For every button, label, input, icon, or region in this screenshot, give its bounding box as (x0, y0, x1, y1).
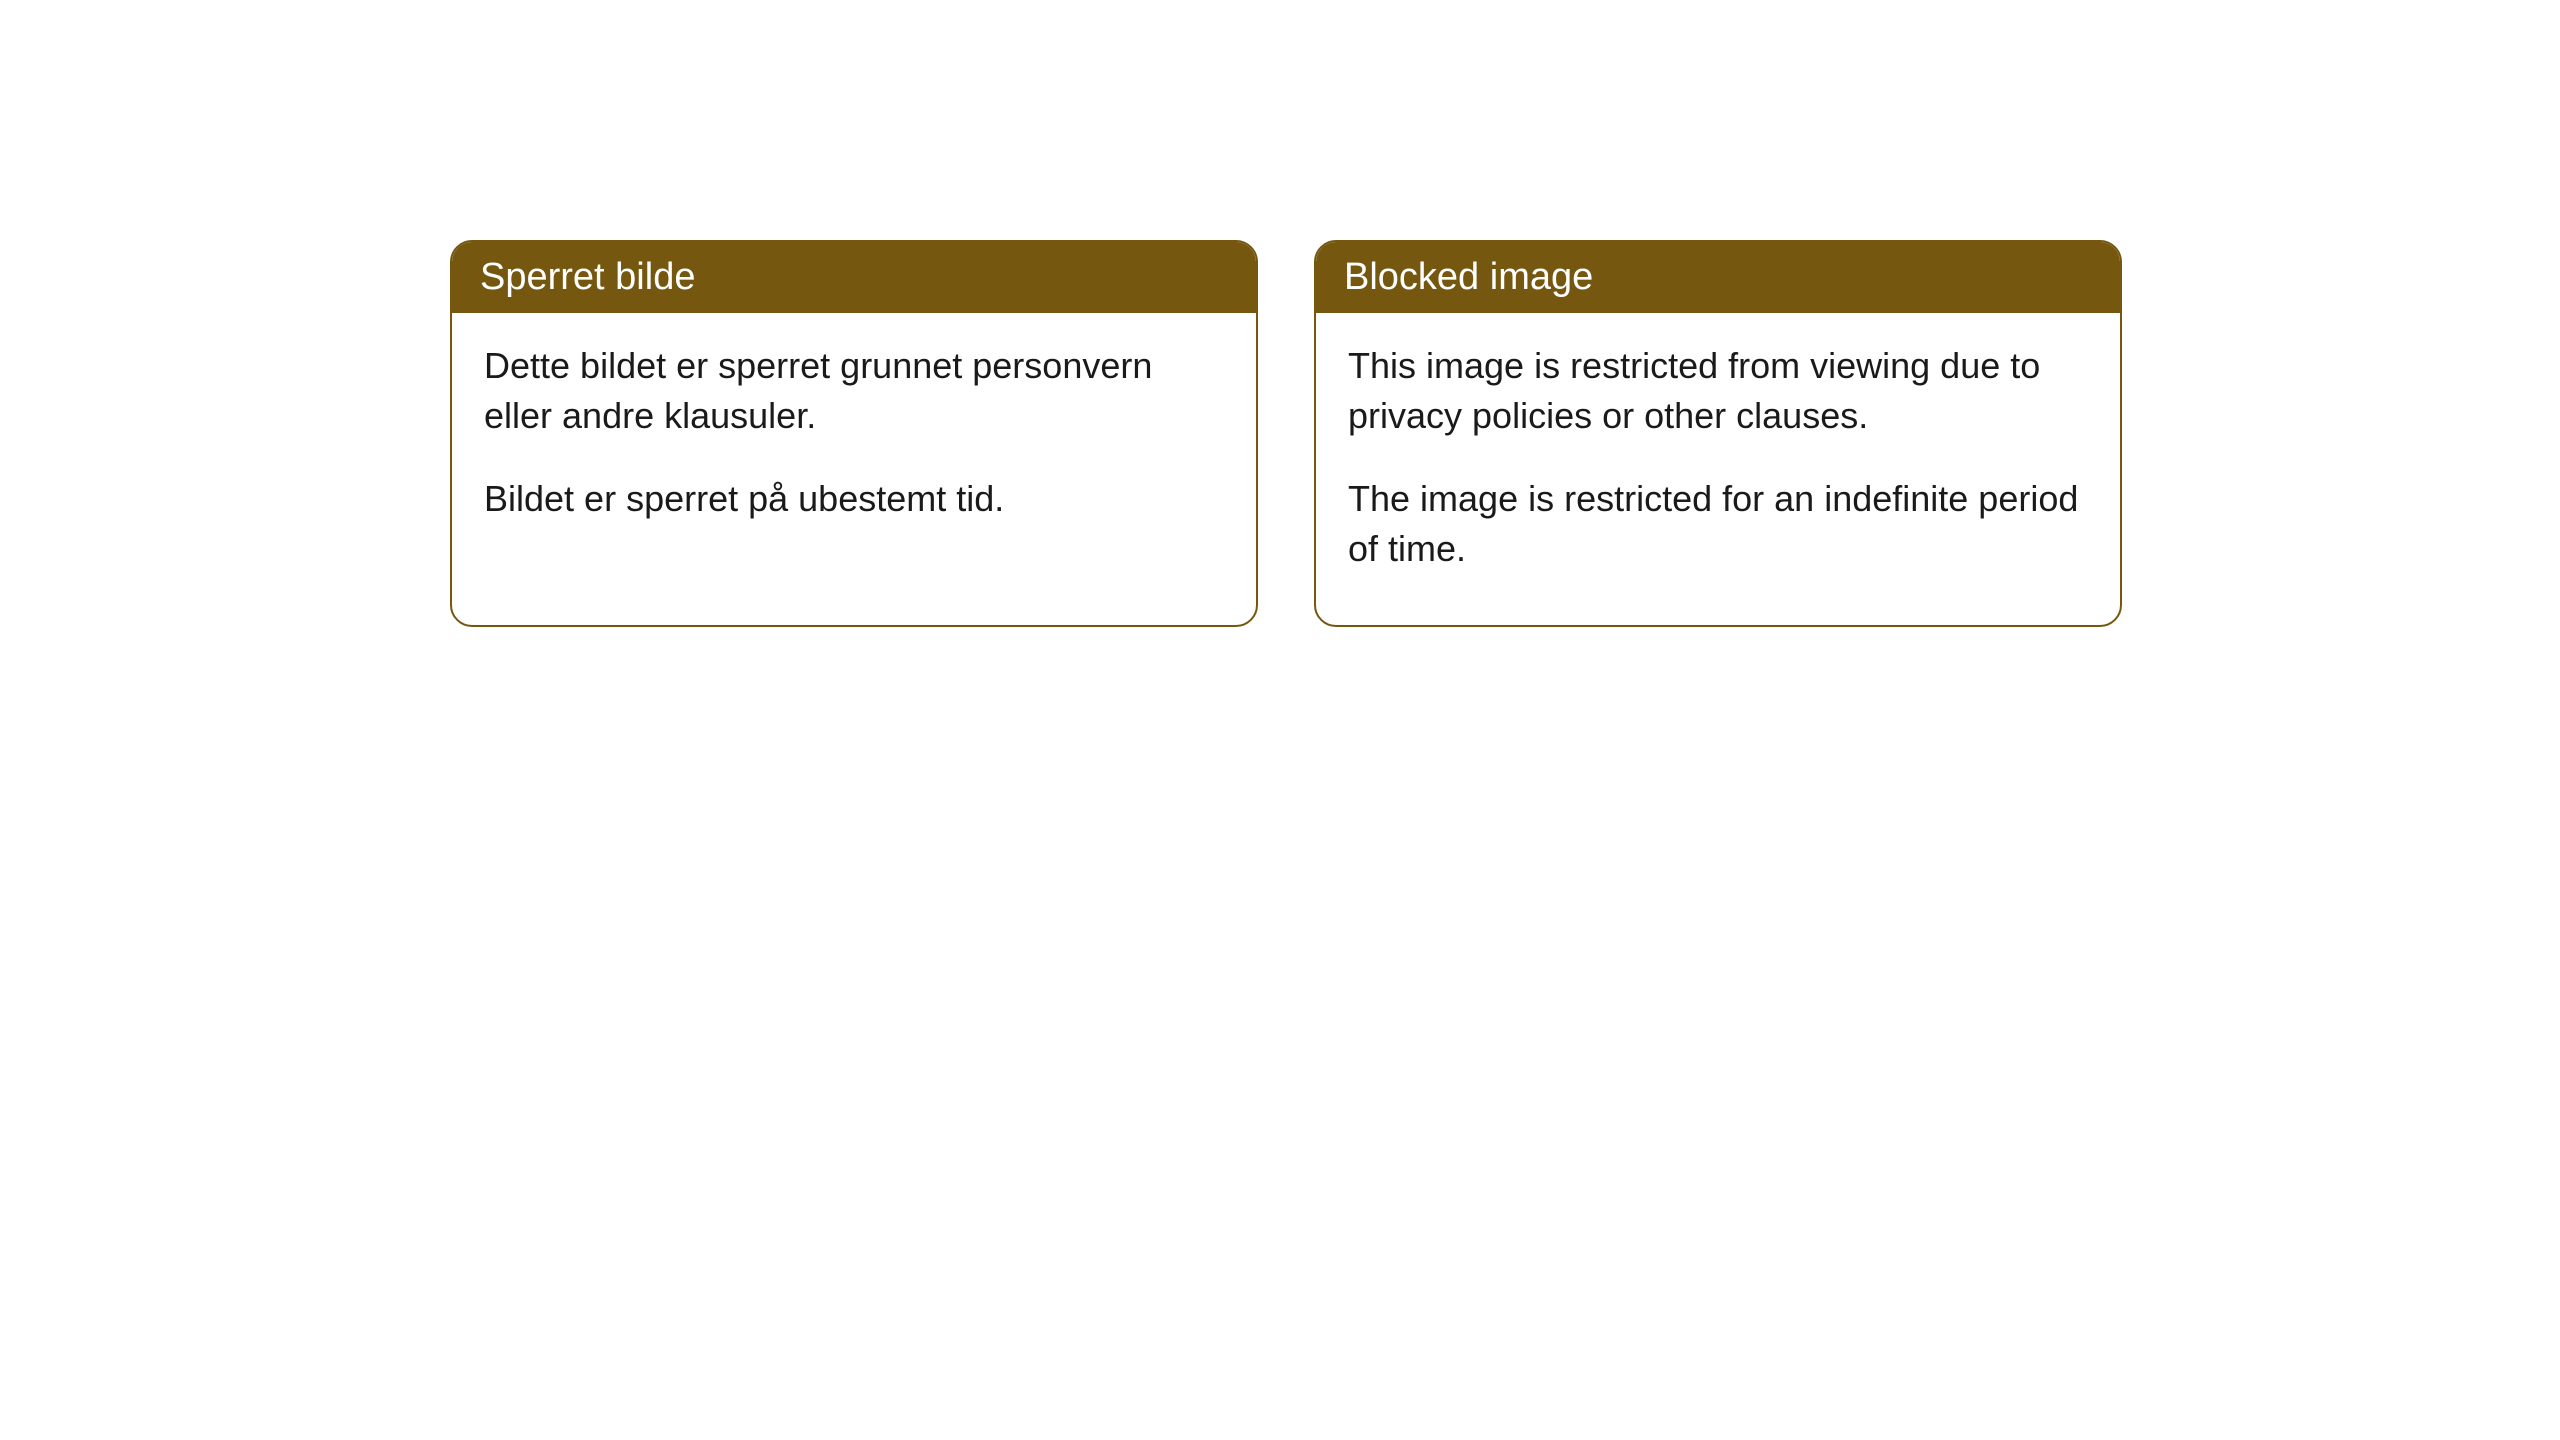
card-header-english: Blocked image (1316, 242, 2120, 313)
notice-paragraph: Dette bildet er sperret grunnet personve… (484, 341, 1224, 442)
card-header-norwegian: Sperret bilde (452, 242, 1256, 313)
notice-cards-container: Sperret bilde Dette bildet er sperret gr… (450, 240, 2122, 627)
notice-paragraph: Bildet er sperret på ubestemt tid. (484, 474, 1224, 524)
card-body-norwegian: Dette bildet er sperret grunnet personve… (452, 313, 1256, 574)
notice-paragraph: The image is restricted for an indefinit… (1348, 474, 2088, 575)
blocked-image-card-english: Blocked image This image is restricted f… (1314, 240, 2122, 627)
card-title: Blocked image (1344, 256, 1593, 298)
blocked-image-card-norwegian: Sperret bilde Dette bildet er sperret gr… (450, 240, 1258, 627)
card-body-english: This image is restricted from viewing du… (1316, 313, 2120, 625)
notice-paragraph: This image is restricted from viewing du… (1348, 341, 2088, 442)
card-title: Sperret bilde (480, 256, 695, 298)
